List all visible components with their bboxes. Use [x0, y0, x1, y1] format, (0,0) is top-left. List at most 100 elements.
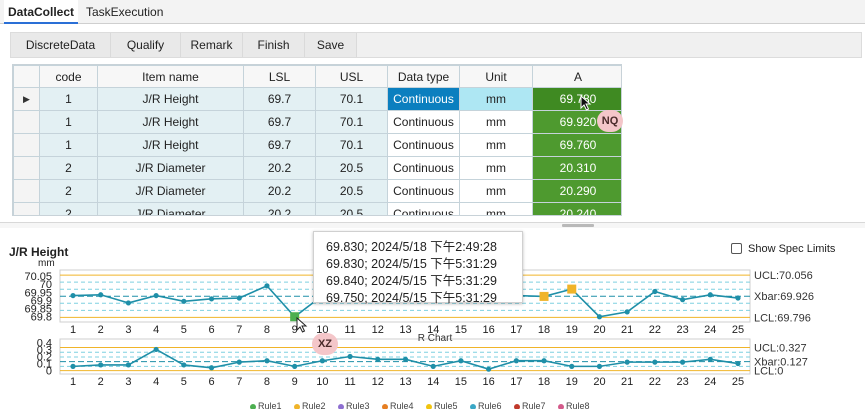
x-tick-label: 11 [344, 324, 355, 336]
x-tick-label: 12 [372, 376, 384, 388]
table-row[interactable]: ▶ 1 J/R Height 69.7 70.1 Continuous mm 6… [13, 87, 621, 111]
table-row[interactable]: 1 J/R Height 69.7 70.1 Continuous mm 69.… [13, 133, 621, 157]
data-point [125, 300, 132, 306]
panel-splitter[interactable] [0, 222, 865, 228]
data-point [596, 363, 603, 369]
col-header-lsl[interactable]: LSL [243, 65, 316, 88]
y-tick-label: 0.2 [37, 352, 52, 364]
legend-item[interactable]: Rule6 [470, 401, 502, 409]
save-button[interactable]: Save [305, 33, 357, 57]
legend-swatch-icon [470, 403, 476, 409]
table-row[interactable]: 2 J/R Diameter 20.2 20.5 Continuous mm 2… [13, 179, 621, 203]
data-point [679, 359, 686, 365]
legend-item[interactable]: Rule2 [294, 401, 326, 409]
table-row[interactable]: 2 J/R Diameter 20.2 20.5 Continuous mm 2… [13, 202, 621, 215]
legend-item[interactable]: Rule3 [338, 401, 370, 409]
tooltip-line: 69.830; 2024/5/18 下午2:49:28 [326, 240, 497, 254]
legend-item[interactable]: Rule7 [514, 401, 546, 409]
col-header-data-type[interactable]: Data type [387, 65, 460, 88]
cell-unit[interactable]: mm [459, 202, 533, 215]
legend-swatch-icon [514, 403, 520, 409]
data-point [264, 283, 270, 289]
tab-taskexecution[interactable]: TaskExecution [86, 5, 164, 19]
legend-swatch-icon [558, 403, 564, 409]
x-tick-label: 1 [70, 376, 76, 388]
cell-lsl[interactable]: 20.2 [243, 202, 316, 215]
cell-lsl[interactable]: 69.7 [243, 110, 316, 134]
show-spec-limits-checkbox[interactable] [731, 243, 742, 254]
show-spec-limits-label[interactable]: Show Spec Limits [748, 243, 836, 255]
cell-code[interactable]: 1 [39, 110, 98, 134]
x-tick-label: 23 [676, 324, 688, 336]
cell-data-type[interactable]: Continuous [387, 202, 460, 215]
limit-label: UCL:70.056 [754, 270, 813, 282]
cell-usl[interactable]: 70.1 [315, 133, 388, 157]
row-indicator[interactable] [13, 133, 40, 157]
x-tick-label: 8 [264, 324, 270, 336]
row-indicator[interactable] [13, 156, 40, 180]
x-tick-label: 24 [704, 376, 716, 388]
cell-item-name[interactable]: J/R Height [97, 133, 244, 157]
x-tick-label: 24 [704, 324, 716, 336]
chart-unit: mm [38, 258, 55, 269]
qualify-button[interactable]: Qualify [111, 33, 181, 57]
cell-usl[interactable]: 20.5 [315, 156, 388, 180]
cell-data-type[interactable]: Continuous [387, 110, 460, 134]
cell-usl[interactable]: 20.5 [315, 202, 388, 215]
cell-value-a[interactable]: 69.760 [532, 133, 621, 157]
cell-unit[interactable]: mm [459, 179, 533, 203]
col-header-item-name[interactable]: Item name [97, 65, 244, 88]
data-point [264, 358, 270, 364]
x-tick-label: 19 [566, 376, 578, 388]
discretedata-button[interactable]: DiscreteData [11, 33, 111, 57]
cell-value-a[interactable]: 69.780 [532, 87, 621, 111]
cell-lsl[interactable]: 69.7 [243, 87, 316, 111]
data-point [652, 359, 658, 365]
col-header-unit[interactable]: Unit [459, 65, 533, 88]
cell-value-a[interactable]: 20.290 [532, 179, 621, 203]
x-tick-label: 16 [483, 376, 495, 388]
cell-unit[interactable]: mm [459, 110, 533, 134]
x-tick-label: 4 [153, 324, 159, 336]
cell-usl[interactable]: 70.1 [315, 110, 388, 134]
cell-item-name[interactable]: J/R Height [97, 87, 244, 111]
data-point [292, 363, 298, 369]
legend-swatch-icon [250, 403, 256, 409]
x-tick-label: 7 [236, 376, 242, 388]
cell-item-name[interactable]: J/R Diameter [97, 202, 244, 215]
grid-header: code Item name LSL USL Data type Unit A [13, 65, 621, 88]
data-point [181, 298, 187, 304]
row-indicator[interactable] [13, 110, 40, 134]
legend-item[interactable]: Rule8 [558, 401, 590, 409]
cell-unit[interactable]: mm [459, 87, 533, 111]
legend-item[interactable]: Rule5 [426, 401, 458, 409]
y-tick-label: 69.95 [24, 287, 52, 299]
cell-lsl[interactable]: 69.7 [243, 133, 316, 157]
col-header-a[interactable]: A [532, 65, 621, 88]
rule-point [539, 291, 549, 301]
data-point [208, 296, 215, 302]
tab-datacollect[interactable]: DataCollect [4, 0, 79, 24]
legend-item[interactable]: Rule4 [382, 401, 414, 409]
cell-unit[interactable]: mm [459, 133, 533, 157]
toolbar: DiscreteData Qualify Remark Finish Save [10, 32, 862, 58]
col-header-usl[interactable]: USL [315, 65, 388, 88]
remark-button[interactable]: Remark [181, 33, 243, 57]
cell-code[interactable]: 1 [39, 133, 98, 157]
cell-usl[interactable]: 70.1 [315, 87, 388, 111]
cell-item-name[interactable]: J/R Diameter [97, 179, 244, 203]
cell-item-name[interactable]: J/R Height [97, 110, 244, 134]
legend-item[interactable]: Rule1 [250, 401, 282, 409]
y-tick-label: 0.3 [37, 344, 52, 356]
cell-data-type[interactable]: Continuous [387, 156, 460, 180]
legend-swatch-icon [294, 403, 300, 409]
cell-code[interactable]: 1 [39, 87, 98, 111]
cell-value-a[interactable]: 20.240 [532, 202, 621, 215]
cell-usl[interactable]: 20.5 [315, 179, 388, 203]
finish-button[interactable]: Finish [243, 33, 305, 57]
table-row[interactable]: 2 J/R Diameter 20.2 20.5 Continuous mm 2… [13, 156, 621, 180]
splitter-grip-icon[interactable] [562, 224, 594, 227]
cell-data-type[interactable]: Continuous [387, 133, 460, 157]
x-tick-label: 19 [566, 324, 578, 336]
cell-code[interactable]: 2 [39, 202, 98, 215]
